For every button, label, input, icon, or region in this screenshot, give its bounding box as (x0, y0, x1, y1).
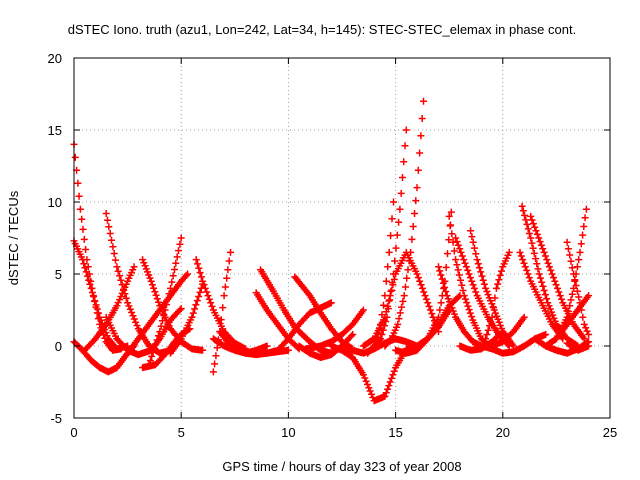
series-37 (488, 313, 528, 350)
series-36 (482, 248, 513, 343)
series-43-markers (542, 292, 593, 350)
y-tick-label: 15 (48, 123, 62, 138)
x-tick-label: 10 (281, 425, 295, 440)
x-tick-label: 5 (178, 425, 185, 440)
series-20 (302, 306, 367, 353)
y-tick-label: 0 (55, 339, 62, 354)
series-0-markers (70, 140, 125, 354)
series-29 (413, 208, 455, 350)
series-0 (70, 140, 125, 354)
chart-title: dSTEC Iono. truth (azu1, Lon=242, Lat=34… (68, 22, 576, 37)
series-6 (113, 270, 192, 372)
y-tick-label: 10 (48, 195, 62, 210)
y-tick-label: 20 (48, 51, 62, 66)
data-points (70, 97, 593, 405)
series-28-markers (402, 306, 453, 353)
x-axis-label: GPS time / hours of day 323 of year 2008 (222, 459, 461, 474)
series-14 (216, 328, 271, 357)
series-45 (563, 339, 593, 354)
series-26-markers (381, 97, 427, 350)
series-28 (402, 306, 453, 353)
y-tick-label: 5 (55, 267, 62, 282)
x-tick-label: 15 (388, 425, 402, 440)
series-10-markers (167, 280, 207, 357)
series-44 (563, 238, 593, 338)
series-37-markers (488, 313, 528, 350)
series-9 (145, 234, 185, 369)
series-30 (435, 263, 485, 350)
y-tick-label: -5 (50, 411, 62, 426)
series-29-markers (413, 208, 455, 350)
series-25 (370, 126, 410, 350)
series-14-markers (216, 328, 271, 357)
series-6-markers (113, 270, 192, 372)
y-axis-label: dSTEC / TECUs (6, 190, 21, 285)
series-45-markers (563, 339, 593, 354)
series-9-markers (145, 234, 185, 369)
x-tick-label: 25 (603, 425, 617, 440)
series-36-markers (482, 248, 513, 343)
plot-frame (73, 57, 611, 419)
series-13-markers (209, 248, 234, 376)
series-11 (192, 256, 249, 353)
series-11-markers (192, 256, 249, 353)
series-25-markers (370, 126, 410, 350)
series-35-markers (477, 331, 550, 357)
series-20-markers (302, 306, 367, 353)
series-7-markers (139, 256, 207, 354)
series-10 (167, 280, 207, 357)
series-43 (542, 292, 593, 350)
x-tick-label: 20 (496, 425, 510, 440)
x-tick-label: 0 (70, 425, 77, 440)
series-26 (381, 97, 427, 350)
series-32 (452, 234, 513, 350)
axis-ticks: 0 5 10 15 20 25 -5 0 5 10 15 20 (48, 51, 618, 440)
series-44-markers (563, 238, 593, 338)
series-30-markers (435, 263, 485, 350)
